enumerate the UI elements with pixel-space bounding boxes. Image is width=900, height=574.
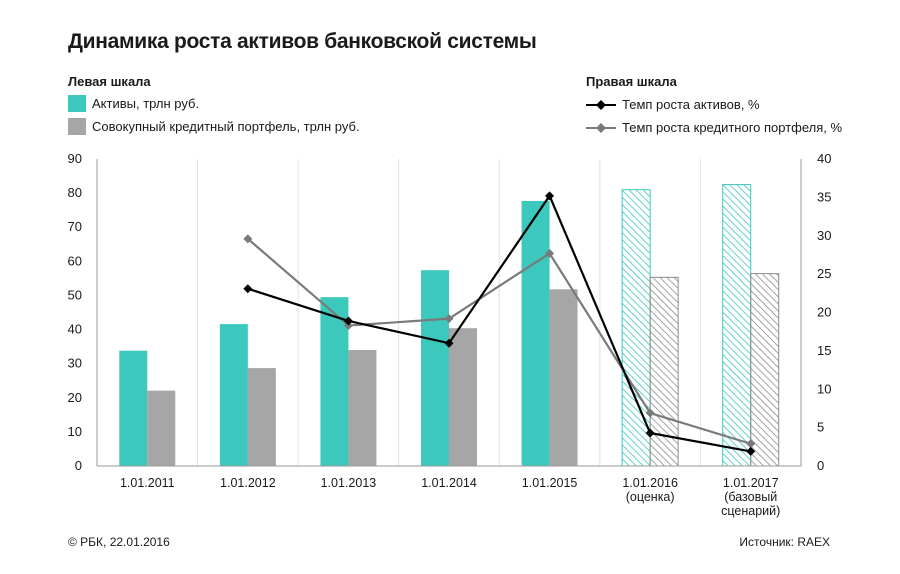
legend-assets-growth: Темп роста активов, % bbox=[586, 97, 760, 112]
credit-growth-point bbox=[343, 321, 353, 331]
right-tick-label: 15 bbox=[817, 343, 831, 358]
assets-growth-point bbox=[645, 428, 655, 438]
legend-credit-growth-label: Темп роста кредитного портфеля, % bbox=[622, 120, 843, 135]
category-label: 1.01.2013 bbox=[321, 476, 377, 490]
right-tick-label: 20 bbox=[817, 305, 831, 320]
category-label: 1.01.2014 bbox=[421, 476, 477, 490]
legend-assets-growth-label: Темп роста активов, % bbox=[622, 97, 760, 112]
legend-assets: Активы, трлн руб. bbox=[68, 95, 199, 112]
left-tick-label: 90 bbox=[68, 151, 82, 166]
category-label: (базовый bbox=[724, 490, 777, 504]
bar-assets bbox=[320, 297, 349, 466]
credit-growth-point bbox=[746, 439, 756, 449]
axes bbox=[96, 159, 802, 467]
left-tick-label: 70 bbox=[68, 219, 82, 234]
right-tick-label: 10 bbox=[817, 381, 831, 396]
category-label: 1.01.2017 bbox=[723, 476, 779, 490]
tick-labels: 0 10 20 30 40 50 60 70 80 90 0 5 10 15 20 25 30 35 40 1.01.… bbox=[68, 151, 832, 518]
footer-source: Источник: RAEX bbox=[739, 535, 830, 549]
chart-title: Динамика роста активов банковской систем… bbox=[68, 30, 537, 53]
legend-credit: Совокупный кредитный портфель, трлн руб. bbox=[68, 118, 360, 135]
category-label: 1.01.2012 bbox=[220, 476, 276, 490]
bar-assets bbox=[722, 184, 752, 467]
assets-growth-point bbox=[444, 338, 454, 348]
assets-growth-line bbox=[247, 193, 751, 453]
right-tick-label: 25 bbox=[817, 266, 831, 281]
bar-assets bbox=[421, 270, 449, 466]
bar-credit bbox=[750, 273, 780, 467]
right-tick-label: 40 bbox=[817, 151, 831, 166]
credit-growth-point bbox=[444, 314, 454, 324]
bar-credit bbox=[247, 368, 276, 466]
legend-credit-growth-swatch bbox=[586, 122, 616, 133]
credit-growth-line bbox=[247, 237, 752, 445]
right-tick-label: 35 bbox=[817, 189, 831, 204]
legend-right-title: Правая шкала bbox=[586, 74, 677, 89]
assets-growth-point bbox=[746, 446, 756, 456]
legend-left-title: Левая шкала bbox=[68, 74, 151, 89]
legend-credit-label: Совокупный кредитный портфель, трлн руб. bbox=[92, 119, 360, 134]
legend-credit-growth: Темп роста кредитного портфеля, % bbox=[586, 120, 842, 135]
left-tick-label: 10 bbox=[68, 424, 82, 439]
category-label: 1.01.2015 bbox=[522, 476, 578, 490]
left-tick-label: 30 bbox=[68, 356, 82, 371]
left-tick-label: 60 bbox=[68, 253, 82, 268]
legend-assets-label: Активы, трлн руб. bbox=[92, 96, 200, 111]
assets-growth-point bbox=[243, 284, 253, 294]
category-label: сценарий) bbox=[721, 504, 780, 518]
legend-credit-swatch bbox=[68, 118, 86, 135]
category-label: 1.01.2016 bbox=[622, 476, 678, 490]
bars bbox=[119, 184, 780, 467]
bar-assets bbox=[119, 350, 148, 466]
left-tick-label: 20 bbox=[68, 390, 82, 405]
left-tick-label: 40 bbox=[68, 322, 82, 337]
growth-lines bbox=[243, 191, 756, 456]
right-tick-label: 0 bbox=[817, 458, 824, 473]
assets-growth-point bbox=[343, 316, 353, 326]
assets-growth-point bbox=[545, 191, 555, 201]
bar-credit bbox=[449, 328, 477, 466]
legend-assets-growth-swatch bbox=[586, 99, 616, 110]
bar-credit bbox=[549, 289, 578, 466]
legend-assets-swatch bbox=[68, 95, 86, 112]
left-tick-label: 50 bbox=[68, 287, 82, 302]
left-tick-label: 0 bbox=[75, 458, 82, 473]
right-tick-label: 30 bbox=[817, 228, 831, 243]
category-label: (оценка) bbox=[626, 490, 675, 504]
bar-credit bbox=[348, 350, 377, 466]
credit-growth-point bbox=[545, 248, 555, 258]
bar-assets bbox=[219, 324, 248, 466]
bar-credit bbox=[147, 390, 176, 466]
credit-growth-point bbox=[243, 234, 253, 244]
left-tick-label: 80 bbox=[68, 185, 82, 200]
footer-copyright: © РБК, 22.01.2016 bbox=[68, 535, 170, 549]
credit-growth-point bbox=[645, 408, 655, 418]
bar-assets bbox=[521, 200, 550, 466]
right-tick-label: 5 bbox=[817, 420, 824, 435]
category-label: 1.01.2011 bbox=[120, 476, 175, 490]
